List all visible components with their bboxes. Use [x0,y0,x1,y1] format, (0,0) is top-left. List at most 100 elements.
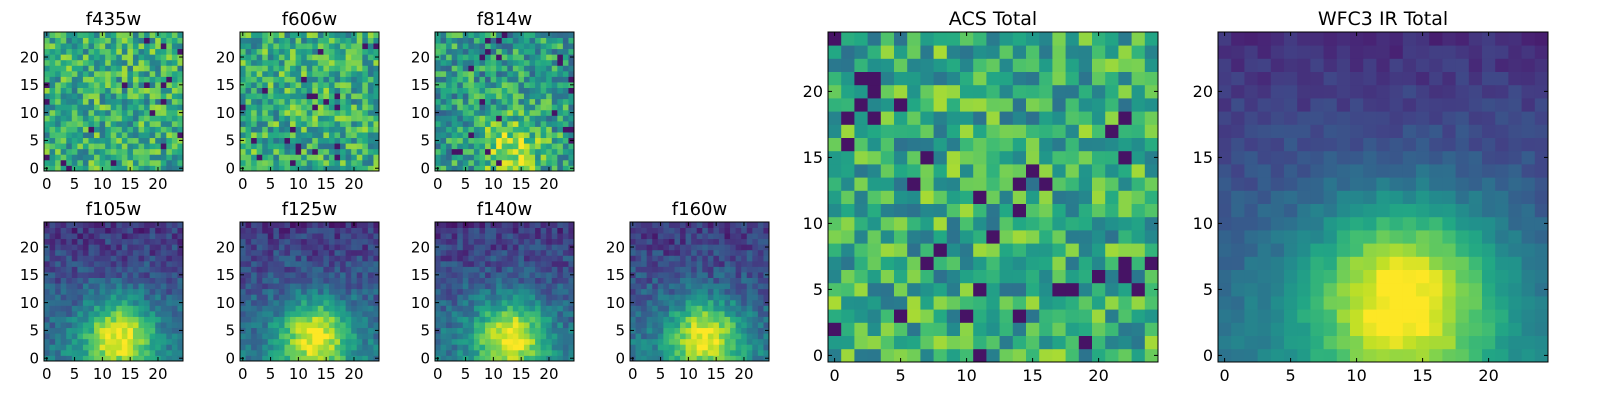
heatmap-cell [138,310,145,317]
heatmap-cell [121,288,128,295]
heatmap-cell [468,344,475,351]
heatmap-cell [340,37,347,44]
heatmap-cell [144,70,151,77]
heatmap-cell [77,59,84,66]
heatmap-cell [462,70,469,77]
panel-title: f125w [282,199,337,220]
heatmap-cell [523,288,530,295]
heatmap-cell [546,294,553,301]
heatmap-cell [702,266,709,273]
heatmap-cell [512,137,519,144]
heatmap-cell [657,227,664,234]
heatmap-cell [94,115,100,122]
heatmap-cell [155,82,162,88]
heatmap-cell [713,260,720,267]
heatmap-cell [295,98,302,105]
heatmap-cell [451,249,458,256]
heatmap-cell [680,260,686,267]
heatmap-cell [340,132,347,139]
heatmap-cell [540,316,547,323]
heatmap-cell [177,37,184,44]
heatmap-cell [66,59,73,66]
heatmap-cell [345,305,352,312]
heatmap-cell [757,227,764,234]
heatmap-cell [144,349,151,356]
x-tick-label: 15 [512,365,531,383]
heatmap-cell [446,333,453,340]
heatmap-cell [121,148,128,155]
heatmap-cell [457,227,464,234]
heatmap-cell [523,277,530,284]
heatmap-cell [171,344,178,351]
heatmap-cell [138,316,145,323]
heatmap-cell [451,260,458,267]
heatmap-cell [512,249,519,256]
heatmap-cell [77,76,84,83]
heatmap-cell [245,305,252,312]
heatmap-cell [696,322,703,329]
heatmap-cell [367,76,374,83]
heatmap-cell [88,333,95,340]
heatmap-cell [149,233,156,240]
heatmap-cell [66,132,73,139]
heatmap-cell [551,349,558,356]
heatmap-cell [60,109,67,116]
heatmap-cell [171,132,178,139]
heatmap-cell [960,296,974,310]
x-tick-label: 15 [121,365,140,383]
heatmap-cell [155,316,162,323]
heatmap-cell [741,288,748,295]
heatmap-cell [116,87,123,94]
heatmap-cell [496,159,503,166]
heatmap-cell [166,32,173,38]
heatmap-cell [251,76,258,83]
heatmap-cell [138,120,145,127]
heatmap-cell [82,310,89,317]
heatmap-cell [546,93,553,100]
heatmap-cell [144,137,151,144]
heatmap-cell [323,233,330,240]
heatmap-cell [356,316,363,323]
heatmap-cell [641,260,648,267]
heatmap-cell [105,54,112,61]
heatmap-cell [529,154,536,161]
heatmap-cell [116,93,123,100]
heatmap-cell [746,266,753,273]
heatmap-cell [540,137,547,144]
heatmap-cell [245,132,252,139]
heatmap-cell [306,132,313,139]
heatmap-cell [245,76,252,83]
heatmap-cell [312,104,319,111]
heatmap-cell [127,260,134,267]
heatmap-cell [132,54,139,61]
heatmap-cell [707,349,714,356]
heatmap-cell [435,143,441,150]
heatmap-cell [462,98,469,105]
heatmap-cell [110,266,117,273]
heatmap-cell [245,333,252,340]
heatmap-cell [440,120,447,127]
heatmap-cell [457,115,464,122]
heatmap-cell [446,148,453,155]
heatmap-cell [735,316,742,323]
heatmap-cell [479,299,486,306]
heatmap-cell [160,355,167,362]
heatmap-cell [462,87,469,94]
heatmap-cell [166,109,173,116]
heatmap-cell [920,230,934,244]
heatmap-cell [1039,190,1053,204]
heatmap-cell [345,222,352,228]
heatmap-cell [99,104,106,111]
heatmap-cell [284,43,291,50]
heatmap-cell [635,238,642,245]
heatmap-cell [479,43,486,50]
heatmap-cell [317,87,324,94]
heatmap-cell [933,309,948,323]
heatmap-cell [71,82,78,88]
heatmap-cell [301,43,308,50]
heatmap-cell [328,82,335,88]
heatmap-cell [718,233,725,240]
heatmap-cell [121,260,128,267]
heatmap-cell [356,82,363,88]
heatmap-cell [468,355,475,362]
